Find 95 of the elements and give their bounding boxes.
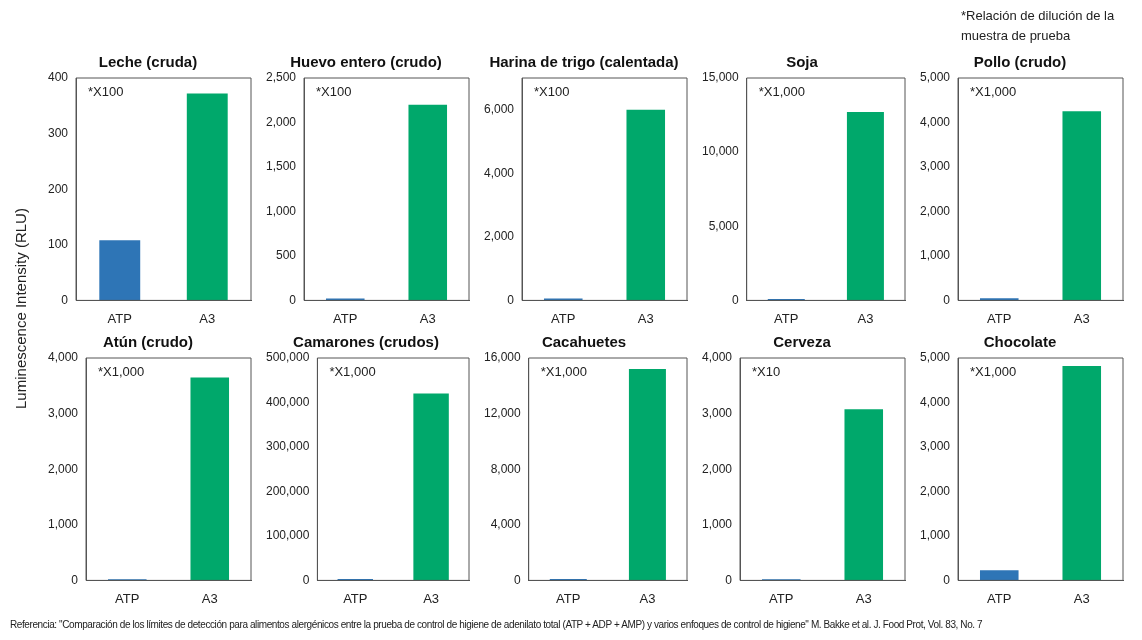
y-tick-label: 200,000 — [265, 483, 310, 498]
x-tick-label: ATP — [556, 590, 581, 606]
chart-title: Cerveza — [773, 333, 832, 351]
chart-title: Harina de trigo (calentada) — [489, 53, 679, 71]
y-tick-label: 10,000 — [702, 144, 740, 159]
chart-title: Huevo entero (crudo) — [290, 53, 442, 71]
y-tick-label: 1,000 — [48, 517, 79, 532]
chart-title: Camarones (crudos) — [293, 333, 439, 351]
annotation: *X1,000 — [540, 364, 587, 380]
y-tick-label: 0 — [725, 572, 733, 587]
y-tick-label: 0 — [514, 572, 522, 587]
y-tick-label: 1,500 — [266, 159, 297, 174]
y-tick-label: 2,500 — [266, 70, 297, 85]
y-tick-label: 1,000 — [920, 528, 951, 543]
annotation: *X10 — [752, 364, 781, 380]
x-tick-label: ATP — [551, 310, 576, 326]
y-tick-label: 0 — [302, 572, 310, 587]
chart-title: Cacahuetes — [541, 333, 627, 351]
y-tick-label: 0 — [507, 292, 515, 307]
y-tick-label: 3,000 — [48, 405, 79, 420]
annotation: *X100 — [316, 84, 352, 100]
y-tick-label: 0 — [61, 292, 69, 307]
y-tick-label: 12,000 — [484, 405, 522, 420]
x-tick-label: A3 — [1073, 590, 1090, 606]
y-tick-label: 1,000 — [920, 248, 951, 263]
y-tick-label: 1,000 — [266, 203, 297, 218]
x-tick-label: A3 — [419, 310, 436, 326]
y-tick-label: 0 — [289, 292, 297, 307]
y-tick-label: 500,000 — [265, 350, 310, 365]
y-tick-label: 4,000 — [484, 165, 515, 180]
x-tick-label: A3 — [201, 590, 218, 606]
chart-title: Soja — [786, 53, 819, 71]
y-tick-label: 3,000 — [702, 405, 733, 420]
chart-title: Chocolate — [983, 333, 1057, 351]
y-tick-label: 0 — [732, 292, 740, 307]
y-tick-label: 2,000 — [920, 203, 951, 218]
x-tick-label: A3 — [423, 590, 440, 606]
x-tick-label: ATP — [774, 310, 799, 326]
y-tick-label: 0 — [943, 572, 951, 587]
x-tick-label: ATP — [987, 590, 1012, 606]
x-tick-label: ATP — [107, 310, 132, 326]
text: *Relación de dilución de la muestra de prueba — [961, 7, 1116, 45]
x-tick-label: ATP — [343, 590, 368, 606]
y-tick-label: 3,000 — [920, 159, 951, 174]
y-tick-label: 4,000 — [490, 517, 522, 532]
x-tick-label: A3 — [855, 590, 872, 606]
y-tick-label: 3,000 — [920, 439, 951, 454]
annotation: *X1,000 — [758, 84, 805, 100]
y-tick-label: 2,000 — [484, 229, 515, 244]
y-tick-label: 4,000 — [48, 350, 79, 365]
annotation: *X1,000 — [970, 84, 1017, 100]
y-tick-label: 100,000 — [265, 528, 310, 543]
x-tick-label: ATP — [987, 310, 1012, 326]
text: Referencia: "Comparación de los límites de detección para alimentos alergénicos entre la prueba de control de higiene de adenilato total (ATP + ADP + AMP) y varios enfoques de control de higiene" M. Bakke et al. J. Food Prot, Vol. 83, No. 7 — [10, 619, 984, 630]
y-tick-label: 300 — [47, 125, 69, 140]
y-tick-label: 16,000 — [484, 350, 522, 365]
y-tick-label: 4,000 — [702, 350, 733, 365]
y-tick-label: 2,000 — [48, 461, 79, 476]
chart-title: Pollo (crudo) — [973, 53, 1067, 71]
chart-title: Atún (crudo) — [103, 333, 193, 351]
x-tick-label: A3 — [1073, 310, 1090, 326]
y-tick-label: 8,000 — [490, 461, 522, 476]
y-tick-label: 5,000 — [920, 350, 951, 365]
x-tick-label: A3 — [637, 310, 654, 326]
y-tick-label: 2,000 — [266, 114, 297, 129]
x-tick-label: A3 — [639, 590, 656, 606]
y-tick-label: 200 — [47, 181, 69, 196]
x-tick-label: ATP — [115, 590, 140, 606]
y-tick-label: 0 — [71, 572, 79, 587]
y-tick-label: 6,000 — [484, 102, 515, 117]
y-tick-label: 4,000 — [920, 394, 951, 409]
x-tick-label: A3 — [857, 310, 874, 326]
y-tick-label: 4,000 — [920, 114, 951, 129]
y-tick-label: 100 — [47, 237, 69, 252]
y-tick-label: 1,000 — [702, 517, 733, 532]
x-tick-label: ATP — [769, 590, 794, 606]
annotation: *X1,000 — [98, 364, 145, 380]
annotation: *X1,000 — [970, 364, 1017, 380]
annotation: *X100 — [534, 84, 570, 100]
annotation: *X100 — [88, 84, 124, 100]
y-tick-label: 5,000 — [920, 70, 951, 85]
y-tick-label: 15,000 — [702, 70, 740, 85]
x-tick-label: A3 — [199, 310, 216, 326]
y-tick-label: 500 — [276, 248, 297, 263]
y-axis-title: Luminescence Intensity (RLU) — [11, 207, 29, 411]
y-tick-label: 0 — [943, 292, 951, 307]
y-tick-label: 400,000 — [265, 394, 310, 409]
y-tick-label: 5,000 — [708, 218, 740, 233]
y-tick-label: 2,000 — [702, 461, 733, 476]
y-tick-label: 2,000 — [920, 483, 951, 498]
x-tick-label: ATP — [333, 310, 358, 326]
y-tick-label: 300,000 — [265, 439, 310, 454]
annotation: *X1,000 — [329, 364, 376, 380]
y-tick-label: 400 — [47, 70, 69, 85]
chart-title: Leche (cruda) — [98, 53, 198, 71]
